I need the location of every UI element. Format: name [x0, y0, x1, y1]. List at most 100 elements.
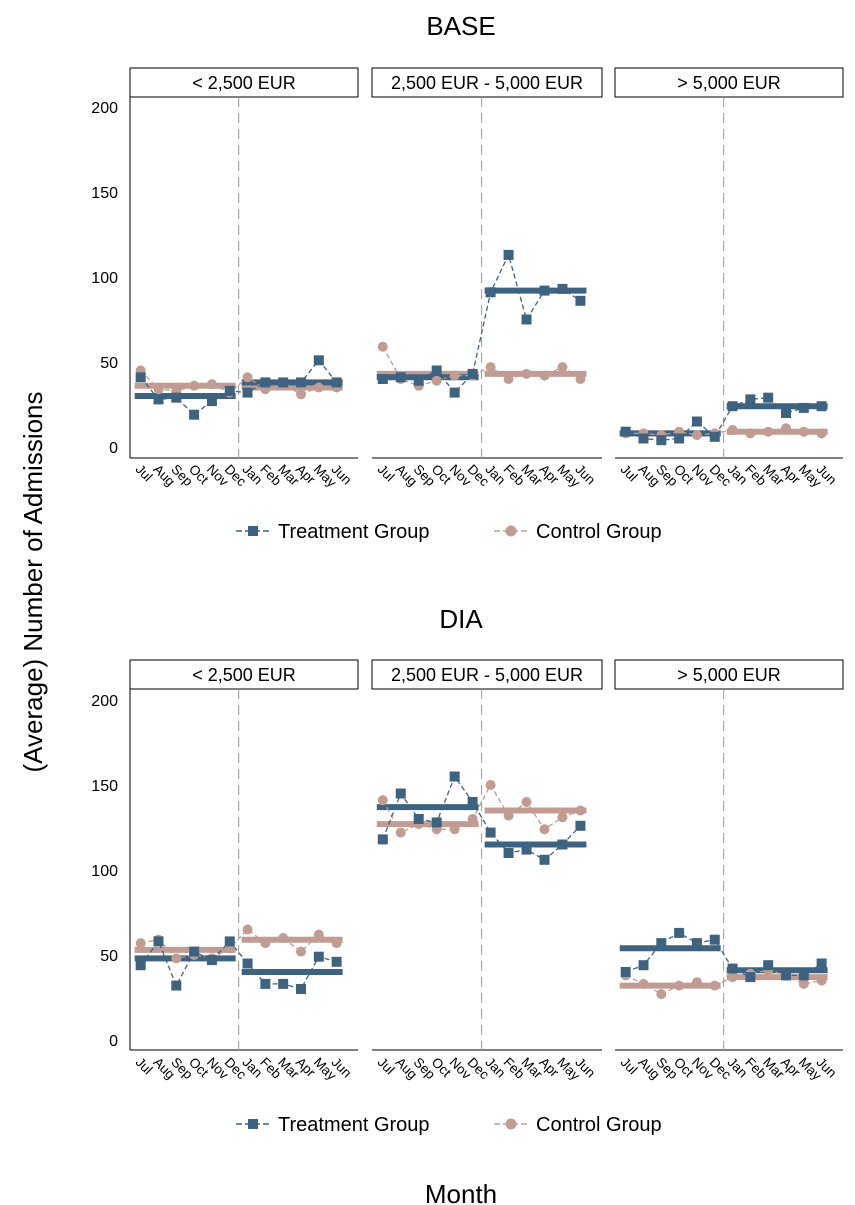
panel: > 5,000 EURJulAugSepOctNovDecJanFebMarAp… — [614, 67, 844, 490]
treatment-point — [575, 820, 586, 831]
treatment-point — [171, 392, 182, 403]
legend-circle-marker — [505, 525, 517, 537]
treatment-point — [260, 978, 271, 989]
treatment-point — [620, 967, 631, 977]
legend-label: Control Group — [536, 521, 662, 543]
charts-layer: BASE 0 50 100 150 200 < 2,500 EURJulAugSepOctN… — [91, 11, 844, 1136]
treatment-point — [413, 375, 424, 386]
treatment-point — [557, 283, 568, 294]
control-point — [206, 379, 217, 390]
control-point — [763, 426, 774, 437]
panel: 2,500 EUR - 5,000 EURJulAugSepOctNovDecJ… — [371, 67, 603, 490]
titles-layer: (Average) Number of Admissions Month — [18, 391, 497, 1205]
control-point — [638, 978, 649, 989]
treatment-point — [171, 980, 182, 991]
treatment-point — [656, 938, 667, 949]
control-point — [296, 946, 306, 957]
control-point — [313, 382, 324, 393]
treatment-point — [521, 844, 532, 855]
facet-strip — [371, 659, 603, 690]
legend: Treatment Group Control Group — [236, 521, 662, 543]
y-tick-label: 100 — [91, 270, 118, 287]
y-tick-label: 150 — [91, 185, 118, 202]
treatment-point — [313, 355, 324, 366]
treatment-point — [278, 978, 289, 989]
facet-label: < 2,500 EUR — [192, 73, 296, 93]
treatment-point — [816, 401, 827, 412]
treatment-point — [709, 934, 720, 945]
treatment-point — [206, 955, 217, 966]
treatment-point — [691, 938, 702, 949]
panel: 2,500 EUR - 5,000 EURJulAugSepOctNovDecJ… — [371, 659, 603, 1083]
control-point — [691, 977, 702, 988]
facet-label: 2,500 EUR - 5,000 EUR — [391, 73, 583, 93]
treatment-point — [798, 402, 809, 413]
treatment-point — [620, 426, 631, 437]
treatment-point — [296, 377, 306, 388]
treatment-point — [242, 387, 253, 398]
treatment-point — [674, 927, 685, 938]
treatment-point — [727, 963, 738, 974]
control-point — [503, 374, 514, 384]
treatment-point — [331, 956, 342, 967]
y-tick-label: 150 — [91, 778, 118, 795]
control-point — [521, 797, 532, 807]
control-point — [656, 989, 667, 1000]
y-tick-label: 200 — [91, 693, 118, 710]
control-point — [798, 978, 809, 989]
treatment-point — [189, 946, 200, 957]
control-point — [135, 938, 146, 949]
facet-label: > 5,000 EUR — [677, 73, 781, 93]
treatment-point — [206, 396, 217, 407]
legend-label: Treatment Group — [278, 521, 430, 543]
treatment-point — [575, 295, 586, 306]
control-point — [395, 827, 406, 838]
treatment-point — [798, 970, 809, 981]
treatment-point — [331, 377, 342, 388]
control-point — [467, 814, 478, 824]
legend-label: Treatment Group — [278, 1114, 430, 1136]
control-point — [539, 370, 550, 381]
control-point — [260, 938, 271, 949]
treatment-point — [638, 433, 649, 444]
treatment-point — [745, 394, 756, 405]
y-tick-label: 50 — [100, 355, 118, 372]
treatment-point — [816, 958, 827, 969]
panel: > 5,000 EURJulAugSepOctNovDecJanFebMarAp… — [614, 659, 844, 1083]
treatment-point — [503, 249, 514, 260]
y-tick-label: 100 — [91, 863, 118, 880]
chart-base: BASE 0 50 100 150 200 < 2,500 EURJulAugSepOctN… — [91, 11, 844, 543]
control-point — [557, 812, 568, 823]
treatment-point — [503, 848, 514, 858]
chart-dia: DIA 0 50 100 150 200 < 2,500 EURJulAugSepOctNo… — [91, 604, 844, 1136]
treatment-point — [242, 958, 253, 969]
treatment-point — [377, 834, 388, 845]
control-point — [727, 425, 738, 435]
y-tick-label: 50 — [100, 948, 118, 965]
panel: < 2,500 EURJulAugSepOctNovDecJanFebMarAp… — [129, 659, 359, 1083]
control-point — [242, 924, 253, 935]
treatment-point — [413, 814, 424, 824]
treatment-point — [674, 433, 685, 444]
y-tick-label: 0 — [109, 1033, 118, 1050]
treatment-point — [763, 392, 774, 403]
facet-label: > 5,000 EUR — [677, 665, 781, 685]
y-tick-label: 0 — [109, 440, 118, 457]
treatment-point — [296, 984, 306, 994]
legend-square-marker — [248, 1119, 258, 1129]
facet-label: < 2,500 EUR — [192, 665, 296, 685]
legend-circle-marker — [505, 1118, 517, 1130]
control-point — [377, 341, 388, 352]
treatment-point — [135, 960, 146, 971]
treatment-point — [467, 368, 478, 379]
control-point — [798, 426, 809, 437]
facet-strip — [371, 67, 603, 98]
control-point — [278, 933, 289, 943]
control-point — [153, 384, 164, 395]
treatment-point — [485, 287, 496, 298]
treatment-point — [431, 817, 442, 828]
control-point — [691, 430, 702, 441]
treatment-point — [781, 408, 791, 418]
control-point — [296, 389, 306, 400]
